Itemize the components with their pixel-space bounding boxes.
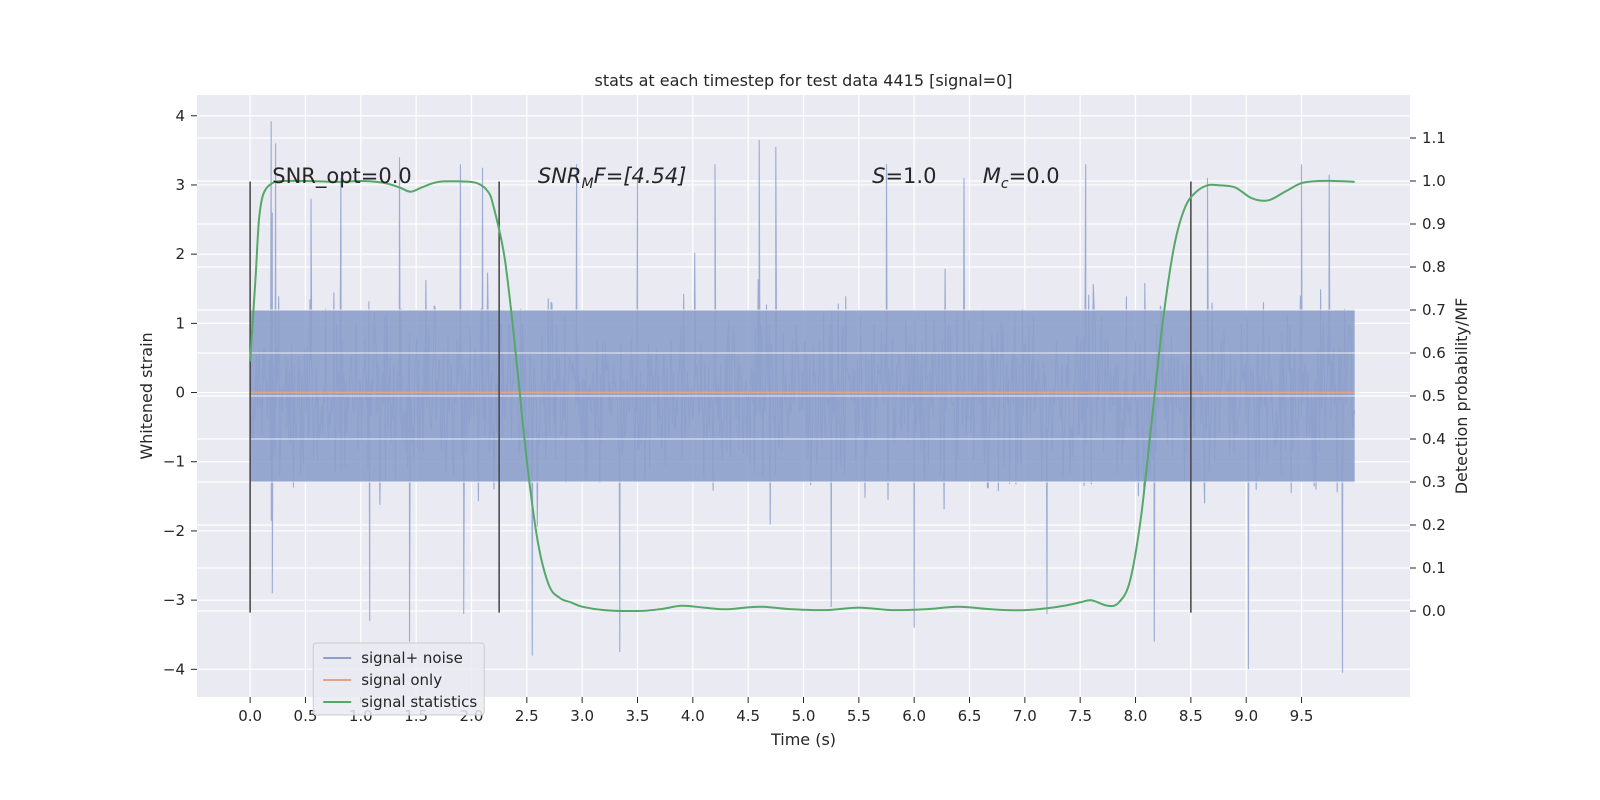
y-right-tick-label: 1.1 [1422, 129, 1446, 147]
legend-label-signal-statistics: signal statistics [361, 693, 477, 711]
annotation-mc-main: M [983, 164, 1001, 188]
x-axis-label: Time (s) [770, 730, 836, 749]
y-left-tick-label: 1 [175, 314, 185, 332]
legend-box [312, 642, 485, 716]
legend-label-signal-only: signal only [361, 671, 442, 689]
annotation-snr-mf-main: SNR [538, 164, 582, 188]
x-tick-label: 4.0 [681, 707, 705, 725]
plot-area: 0.0 0.5 1.0 1.5 2.0 2.5 3.0 3.5 4.0 4.5 5.0 5.5 6.0 6… [163, 95, 1446, 725]
series-signal-statistics [249, 179, 1355, 613]
chart-title: stats at each timestep for test data 441… [594, 71, 1012, 90]
y-right-tick-label: 0.7 [1422, 301, 1446, 319]
x-tick-label: 0.0 [238, 707, 262, 725]
x-tick-label: 7.5 [1068, 707, 1092, 725]
y-left-tick-label: −1 [163, 453, 185, 471]
y-right-tick-label: 0.2 [1422, 516, 1446, 534]
annotation-mc-tail: =0.0 [1009, 164, 1060, 188]
annotation-s: S=1.0 [872, 164, 936, 188]
annotation-s-tail: =1.0 [885, 164, 936, 188]
y-left-tick-label: 2 [175, 245, 185, 263]
x-tick-label: 6.0 [902, 707, 926, 725]
annotation-snr-mf-sub: M [582, 176, 594, 192]
legend-label-signal-noise: signal+ noise [361, 649, 463, 667]
x-tick-label: 7.0 [1013, 707, 1037, 725]
y-right-tick-label: 0.5 [1422, 387, 1446, 405]
x-tick-label: 9.5 [1290, 707, 1314, 725]
annotation-mc: Mc=0.0 [983, 164, 1060, 192]
y-right-tick-label: 0.8 [1422, 258, 1446, 276]
y-right-tick-label: 0.1 [1422, 559, 1446, 577]
annotation-snr-mf-tail: F=[4.54] [594, 164, 687, 188]
x-tick-label: 5.0 [792, 707, 816, 725]
annotation-snr-mf: SNRMF=[4.54] [538, 164, 687, 192]
annotation-snr-opt: SNR_opt=0.0 [272, 164, 412, 189]
y-right-tick-label: 0.9 [1422, 215, 1446, 233]
y-left-tick-label: 3 [175, 176, 185, 194]
annotation-s-main: S [872, 164, 885, 188]
x-tick-label: 9.0 [1234, 707, 1258, 725]
x-tick-label: 3.0 [570, 707, 594, 725]
legend: signal+ noise signal only signal statist… [312, 642, 485, 716]
y-left-tick-label: −4 [163, 660, 185, 678]
x-tick-label: 4.5 [736, 707, 760, 725]
x-tick-label: 5.5 [847, 707, 871, 725]
y-left-tick-label: −2 [163, 522, 185, 540]
y-left-axis-label: Whitened strain [137, 332, 156, 459]
x-tick-label: 0.5 [294, 707, 318, 725]
y-right-axis-label: Detection probability/MF [1452, 298, 1471, 495]
x-tick-label: 6.5 [958, 707, 982, 725]
y-left-tick-label: 4 [175, 107, 185, 125]
x-tick-label: 8.0 [1124, 707, 1148, 725]
annotation-mc-sub: c [1001, 176, 1009, 192]
y-right-tick-label: 0.4 [1422, 430, 1446, 448]
y-left-tick-label: −3 [163, 591, 185, 609]
x-tick-label: 2.5 [515, 707, 539, 725]
x-tick-label: 3.5 [626, 707, 650, 725]
y-right-tick-label: 0.0 [1422, 602, 1446, 620]
y-right-tick-label: 0.6 [1422, 344, 1446, 362]
y-left-tick-label: 0 [175, 384, 185, 402]
y-right-tick-label: 1.0 [1422, 172, 1446, 190]
y-right-tick-label: 0.3 [1422, 473, 1446, 491]
x-tick-label: 8.5 [1179, 707, 1203, 725]
